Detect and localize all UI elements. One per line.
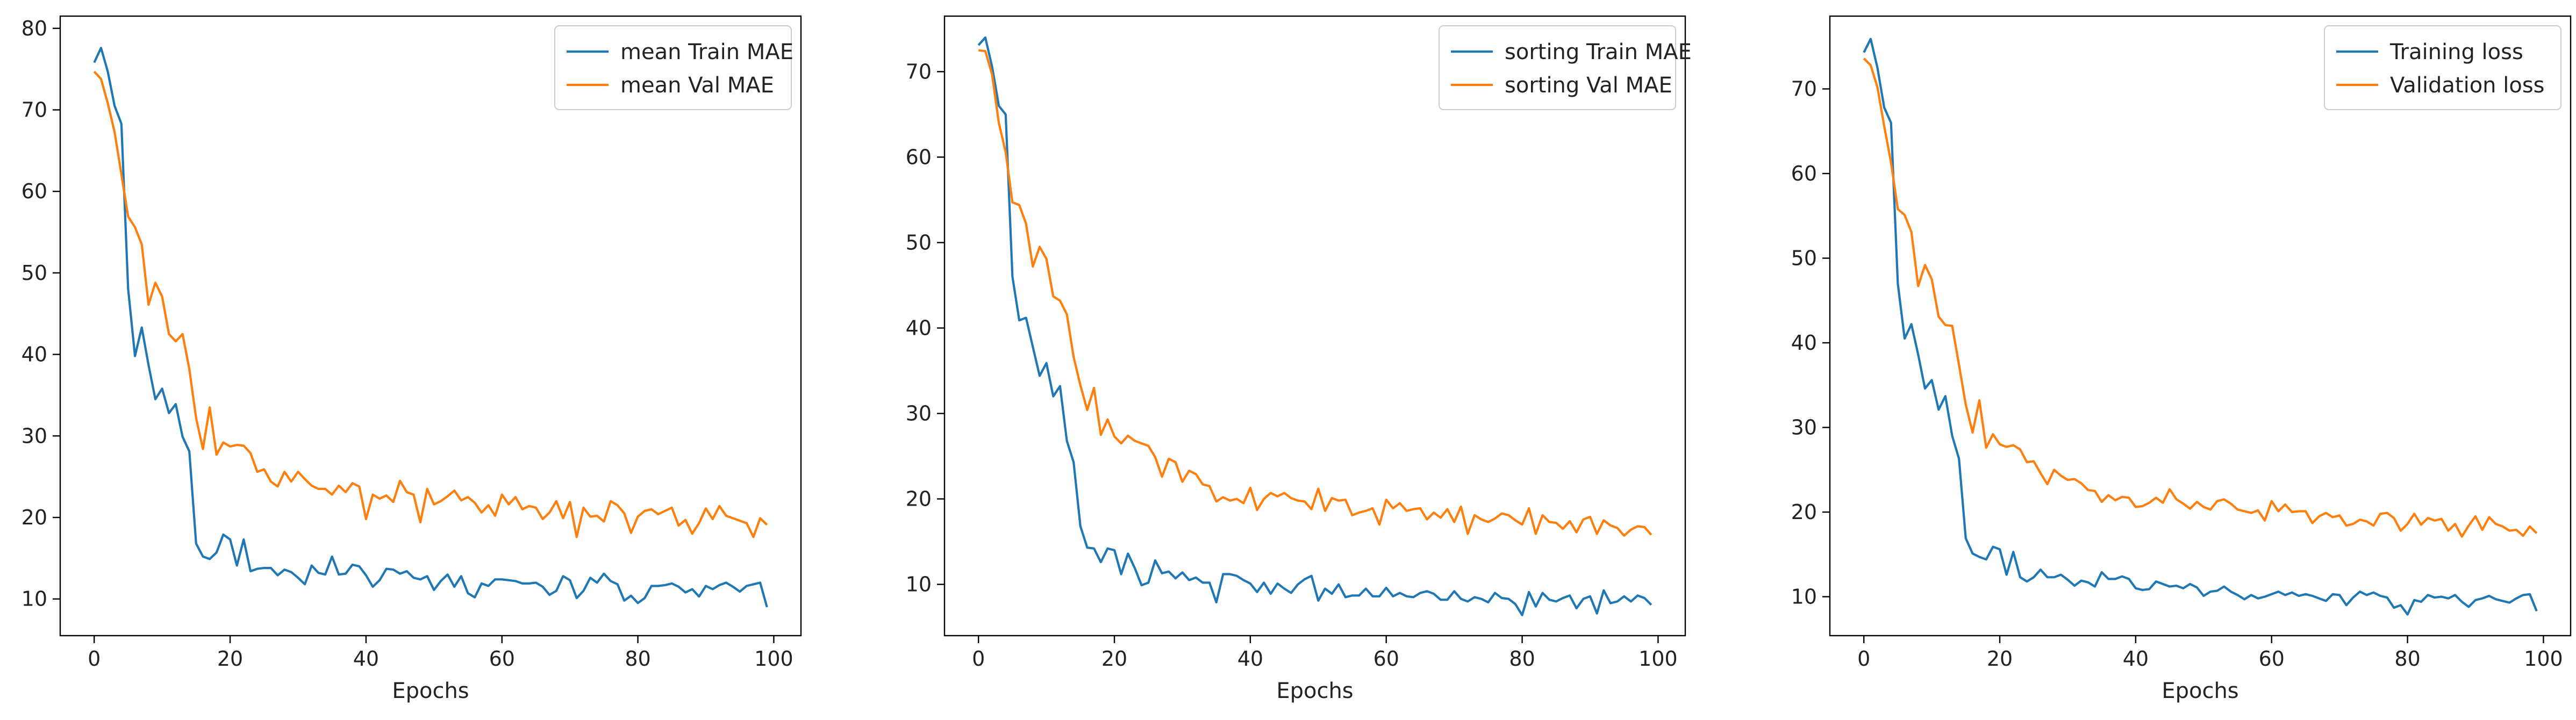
x-tick-label: 100 <box>2524 647 2563 671</box>
axes-frame <box>943 15 1686 637</box>
series-line-val <box>93 70 768 538</box>
y-tick-label: 40 <box>22 343 47 366</box>
legend-label: sorting Train MAE <box>1505 40 1692 64</box>
y-tick-label: 40 <box>1791 331 1817 355</box>
x-tick-label: 60 <box>2259 647 2285 671</box>
x-tick-label: 20 <box>1987 647 2013 671</box>
y-tick-label: 80 <box>22 17 47 40</box>
legend: Training loss Validation loss <box>2324 25 2561 110</box>
x-tick-label: 80 <box>625 647 650 671</box>
legend: sorting Train MAE sorting Val MAE <box>1439 25 1692 110</box>
legend-box <box>554 25 792 110</box>
y-tick-label: 70 <box>906 60 932 83</box>
y-tick-label: 10 <box>1791 585 1817 609</box>
y-tick-label: 30 <box>1791 416 1817 440</box>
x-tick-label: 40 <box>353 647 379 671</box>
series-line-val <box>1863 57 2538 538</box>
legend: mean Train MAE mean Val MAE <box>554 25 793 110</box>
y-tick-label: 70 <box>22 98 47 121</box>
y-tick-label: 20 <box>906 487 932 511</box>
chart-panel-3: 0 20 40 60 80 100 10 20 30 40 50 60 70 Epochs Training… <box>1791 15 2572 703</box>
x-tick-label: 40 <box>2123 647 2149 671</box>
x-tick-label: 0 <box>972 647 985 671</box>
y-tick-label: 60 <box>22 179 47 203</box>
x-tick-label: 60 <box>1373 647 1399 671</box>
y-tick-label: 20 <box>1791 500 1817 524</box>
y-tick-label: 30 <box>906 402 932 426</box>
y-tick-label: 60 <box>906 145 932 169</box>
x-tick-label: 100 <box>754 647 793 671</box>
axes-frame <box>1829 15 2572 637</box>
chart-panel-1: 0 20 40 60 80 100 10 20 30 40 50 60 70 80 Epochs mean T… <box>22 15 802 703</box>
y-tick-label: 10 <box>22 587 47 611</box>
y-tick-label: 10 <box>906 573 932 596</box>
y-tick-label: 50 <box>22 261 47 285</box>
legend-label: Training loss <box>2389 40 2523 64</box>
y-tick-label: 30 <box>22 424 47 448</box>
legend-box <box>1439 25 1676 110</box>
x-tick-label: 100 <box>1638 647 1678 671</box>
legend-box <box>2324 25 2561 110</box>
axes-frame <box>59 15 802 637</box>
y-tick-label: 50 <box>906 231 932 254</box>
legend-label: mean Train MAE <box>620 40 793 64</box>
x-tick-label: 0 <box>1857 647 1870 671</box>
y-tick-label: 20 <box>22 506 47 529</box>
series-line-train <box>1863 38 2538 616</box>
y-tick-label: 60 <box>1791 162 1817 185</box>
x-tick-label: 40 <box>1237 647 1263 671</box>
x-axis-label: Epochs <box>392 679 469 703</box>
x-tick-label: 80 <box>1509 647 1535 671</box>
series-line-train <box>977 36 1652 616</box>
x-tick-label: 20 <box>1101 647 1127 671</box>
legend-label: Validation loss <box>2390 73 2545 98</box>
x-tick-label: 60 <box>489 647 515 671</box>
x-tick-label: 0 <box>88 647 101 671</box>
x-tick-label: 80 <box>2394 647 2420 671</box>
chart-panel-2: 0 20 40 60 80 100 10 20 30 40 50 60 70 Epochs sorting … <box>906 15 1692 703</box>
series-line-val <box>978 49 1652 537</box>
legend-label: mean Val MAE <box>620 73 774 98</box>
x-axis-label: Epochs <box>1276 679 1353 703</box>
series-line-train <box>93 47 768 608</box>
y-tick-label: 50 <box>1791 246 1817 270</box>
x-tick-label: 20 <box>217 647 243 671</box>
y-tick-label: 70 <box>1791 77 1817 100</box>
x-axis-label: Epochs <box>2162 679 2238 703</box>
legend-label: sorting Val MAE <box>1505 73 1672 98</box>
y-tick-label: 40 <box>906 316 932 340</box>
